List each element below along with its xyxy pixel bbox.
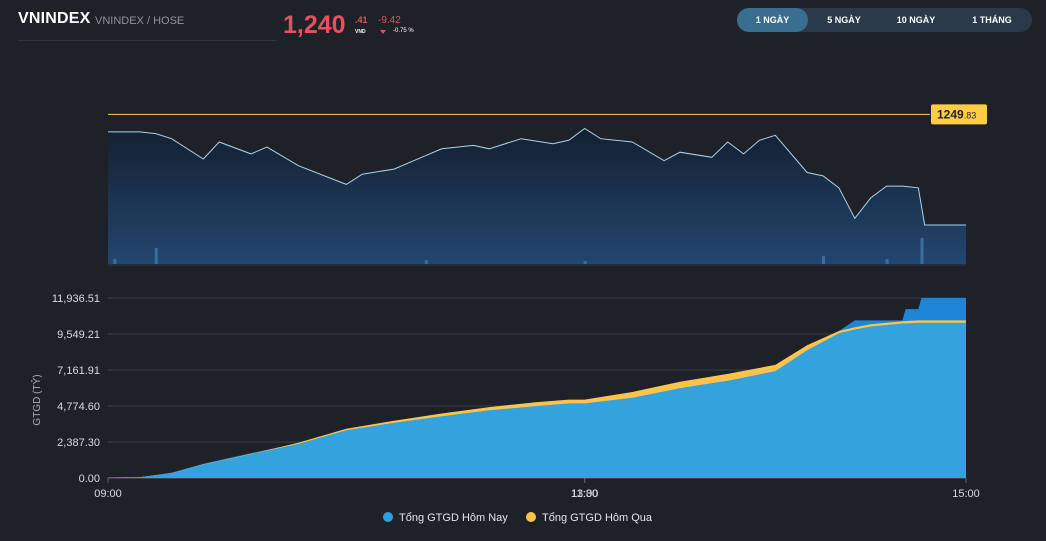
reference-value: 1249.83 bbox=[937, 107, 976, 121]
y-tick-label: 0.00 bbox=[79, 473, 100, 485]
legend-dot-today bbox=[383, 512, 393, 522]
legend-item-yesterday[interactable]: Tổng GTGD Hôm Qua bbox=[526, 512, 652, 524]
volume-bar bbox=[885, 259, 889, 264]
tab-1-day[interactable]: 1 NGÀY bbox=[737, 8, 808, 32]
chart-legend: Tổng GTGD Hôm Nay Tổng GTGD Hôm Qua bbox=[0, 512, 1046, 532]
reference-value-decimal: .83 bbox=[964, 110, 977, 120]
price-unit: VND bbox=[355, 29, 366, 35]
tab-1-month[interactable]: 1 THÁNG bbox=[972, 15, 1012, 25]
area-overlap bbox=[108, 322, 966, 478]
header: VNINDEX VNINDEX / HOSE 1,240 .41 VND -9.… bbox=[0, 0, 1046, 44]
title-divider bbox=[18, 40, 276, 41]
price-area bbox=[108, 128, 966, 264]
y-tick-label: 7,161.91 bbox=[57, 365, 100, 377]
x-tick-label: 11:30 bbox=[571, 488, 598, 500]
price-change-percent: -0.75 % bbox=[393, 28, 414, 34]
volume-bar bbox=[920, 238, 924, 264]
y-tick-label: 2,387.30 bbox=[57, 437, 100, 449]
volume-bars bbox=[113, 238, 924, 264]
volume-bar bbox=[424, 260, 428, 264]
volume-bar bbox=[822, 256, 825, 264]
timeframe-tabs: 1 NGÀY 5 NGÀY 10 NGÀY 1 THÁNG bbox=[737, 8, 1032, 32]
legend-label-yesterday: Tổng GTGD Hôm Qua bbox=[542, 512, 653, 524]
legend-dot-yesterday bbox=[526, 512, 536, 522]
index-title: VNINDEX bbox=[18, 10, 91, 27]
volume-bar bbox=[154, 248, 158, 264]
down-arrow-icon bbox=[380, 30, 386, 34]
volume-bar bbox=[113, 259, 117, 264]
x-tick-label: 15:00 bbox=[952, 488, 980, 500]
index-price-decimal: .41 bbox=[355, 15, 368, 25]
x-tick-label: 13:00 bbox=[571, 488, 599, 500]
tab-10-days[interactable]: 10 NGÀY bbox=[896, 15, 936, 25]
price-line bbox=[108, 127, 966, 226]
tab-5-days[interactable]: 5 NGÀY bbox=[827, 15, 861, 25]
y-tick-label: 4,774.60 bbox=[57, 401, 100, 413]
y-axis-ticks: 11,936.51 9,549.21 7,161.91 4,774.60 2,387.3… bbox=[52, 293, 100, 485]
reference-label-box bbox=[931, 104, 987, 125]
index-price: 1,240 bbox=[283, 11, 346, 39]
y-axis-label: GTGD (TỶ) bbox=[30, 374, 43, 425]
legend-item-today[interactable]: Tổng GTGD Hôm Nay bbox=[383, 512, 508, 524]
volume-bar bbox=[583, 261, 587, 264]
legend-label-today: Tổng GTGD Hôm Nay bbox=[399, 512, 508, 524]
y-tick-label: 9,549.21 bbox=[57, 329, 100, 341]
index-subtitle: VNINDEX / HOSE bbox=[95, 15, 185, 27]
reference-label: 1249.83 bbox=[931, 104, 987, 125]
x-tick-label: 09:00 bbox=[94, 488, 122, 500]
price-chart: 1249.83 bbox=[108, 104, 987, 266]
y-tick-label: 11,936.51 bbox=[52, 293, 100, 305]
price-change: -9.42 bbox=[378, 15, 401, 26]
value-chart: 11,936.51 9,549.21 7,161.91 4,774.60 2,387.3… bbox=[30, 293, 980, 500]
reference-value-int: 1249 bbox=[937, 107, 964, 121]
